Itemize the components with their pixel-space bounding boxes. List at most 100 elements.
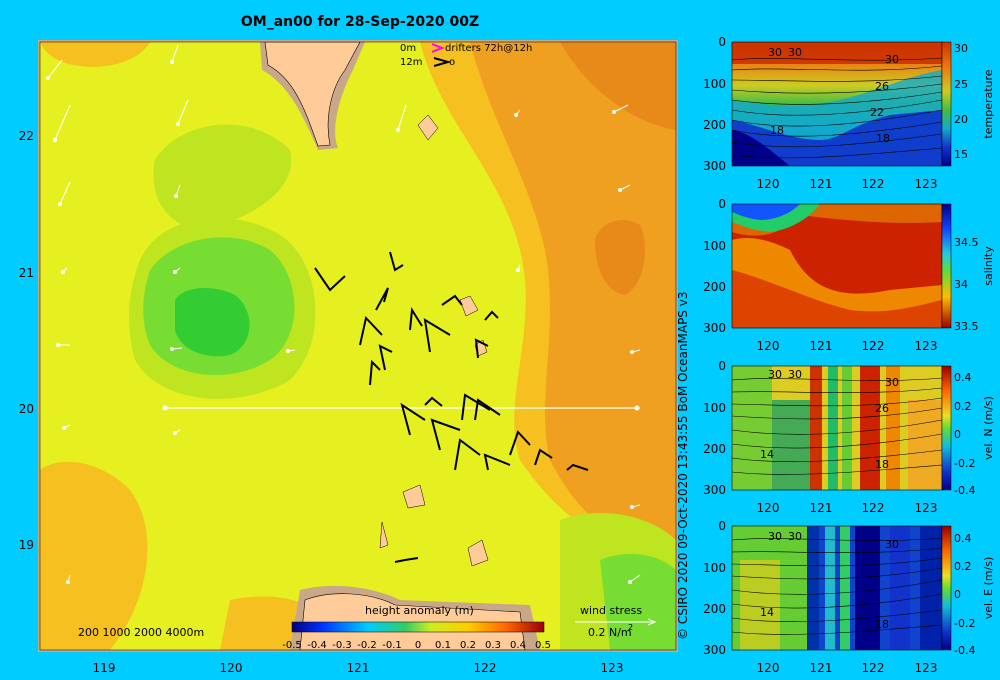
- svg-text:30: 30: [788, 46, 802, 59]
- lat-axis: 22 21 20 19: [19, 129, 34, 552]
- svg-text:0.5: 0.5: [535, 640, 551, 651]
- svg-text:30: 30: [768, 368, 782, 381]
- svg-text:21: 21: [19, 266, 34, 280]
- svg-text:121: 121: [810, 177, 833, 191]
- svg-text:-0.4: -0.4: [954, 484, 975, 497]
- svg-text:122: 122: [862, 339, 885, 353]
- svg-text:temperature: temperature: [982, 69, 995, 138]
- svg-text:15: 15: [954, 148, 968, 161]
- height-anomaly-field: [40, 42, 676, 650]
- svg-text:0: 0: [718, 35, 726, 49]
- svg-text:18: 18: [770, 124, 784, 137]
- svg-text:18: 18: [875, 618, 889, 631]
- svg-text:100: 100: [703, 77, 726, 91]
- svg-text:121: 121: [810, 661, 833, 675]
- svg-text:0: 0: [415, 640, 421, 651]
- svg-text:121: 121: [810, 339, 833, 353]
- temperature-panel: 30 30 30 26 22 18 18 30 25 20 15 tempera…: [703, 35, 995, 191]
- taiwan-land: [264, 42, 361, 147]
- svg-text:20: 20: [954, 113, 968, 126]
- velocity-east-panel: 30 30 30 14 18 0.4 0.2 0 -0.2 -0.4 vel. …: [703, 519, 995, 675]
- svg-text:-0.5: -0.5: [282, 640, 302, 651]
- svg-text:0: 0: [954, 588, 961, 601]
- svg-text:26: 26: [875, 80, 889, 93]
- svg-text:2: 2: [628, 623, 633, 632]
- svg-text:14: 14: [760, 606, 774, 619]
- svg-text:0.3: 0.3: [485, 640, 501, 651]
- svg-text:120: 120: [757, 177, 780, 191]
- svg-text:0: 0: [718, 197, 726, 211]
- svg-text:200: 200: [703, 442, 726, 456]
- svg-text:123: 123: [915, 339, 938, 353]
- svg-text:300: 300: [703, 321, 726, 335]
- svg-text:122: 122: [474, 661, 497, 675]
- svg-text:300: 300: [703, 483, 726, 497]
- svg-text:119: 119: [93, 661, 116, 675]
- svg-text:100: 100: [703, 561, 726, 575]
- wind-scale-value: 0.2 N/m: [588, 626, 632, 639]
- svg-text:122: 122: [862, 501, 885, 515]
- wind-stress-label: wind stress: [580, 604, 642, 617]
- svg-text:-0.2: -0.2: [954, 457, 975, 470]
- svg-text:vel. E (m/s): vel. E (m/s): [982, 557, 995, 620]
- svg-text:18: 18: [875, 458, 889, 471]
- svg-text:30: 30: [788, 530, 802, 543]
- svg-text:30: 30: [768, 46, 782, 59]
- svg-text:120: 120: [757, 661, 780, 675]
- svg-text:123: 123: [915, 661, 938, 675]
- svg-text:0.1: 0.1: [435, 640, 451, 651]
- svg-text:34.5: 34.5: [954, 236, 979, 249]
- salinity-panel: 34.5 34 33.5 salinity 0 100 200 300 120 …: [703, 197, 995, 353]
- svg-text:30: 30: [788, 368, 802, 381]
- colorbar-label: height anomaly (m): [365, 604, 474, 617]
- svg-text:0.2: 0.2: [954, 560, 972, 573]
- svg-text:100: 100: [703, 401, 726, 415]
- svg-text:0.4: 0.4: [954, 371, 972, 384]
- svg-text:122: 122: [862, 661, 885, 675]
- svg-text:200: 200: [703, 118, 726, 132]
- svg-text:34: 34: [954, 278, 968, 291]
- legend-12m: 12m: [400, 57, 422, 68]
- svg-text:120: 120: [757, 501, 780, 515]
- svg-text:122: 122: [862, 177, 885, 191]
- svg-text:30: 30: [954, 42, 968, 55]
- svg-text:123: 123: [915, 177, 938, 191]
- svg-text:-0.4: -0.4: [954, 644, 975, 657]
- svg-text:o: o: [449, 57, 455, 68]
- svg-text:120: 120: [220, 661, 243, 675]
- svg-text:200: 200: [703, 602, 726, 616]
- svg-text:123: 123: [601, 661, 624, 675]
- section-panels[interactable]: 30 30 30 26 22 18 18 30 25 20 15 tempera…: [690, 0, 1000, 680]
- height-anomaly-colorbar: [291, 621, 545, 633]
- svg-text:100: 100: [703, 239, 726, 253]
- svg-text:salinity: salinity: [982, 246, 995, 286]
- lon-axis: 119 120 121 122 123: [93, 661, 624, 675]
- svg-text:33.5: 33.5: [954, 320, 979, 333]
- svg-text:26: 26: [875, 402, 889, 415]
- svg-text:-0.4: -0.4: [307, 640, 327, 651]
- svg-text:25: 25: [954, 78, 968, 91]
- svg-text:200: 200: [703, 280, 726, 294]
- svg-text:123: 123: [915, 501, 938, 515]
- svg-text:0.4: 0.4: [954, 532, 972, 545]
- svg-text:300: 300: [703, 159, 726, 173]
- svg-text:30: 30: [885, 538, 899, 551]
- drifter-legend-icon: [431, 43, 445, 53]
- svg-text:14: 14: [760, 448, 774, 461]
- drifter-12m-icon: [433, 57, 452, 67]
- colorbar-ticks: -0.5 -0.4 -0.3 -0.2 -0.1 0 0.1 0.2 0.3 0…: [282, 640, 551, 651]
- svg-text:120: 120: [757, 339, 780, 353]
- svg-text:20: 20: [19, 402, 34, 416]
- svg-text:-0.3: -0.3: [332, 640, 352, 651]
- svg-text:-0.1: -0.1: [382, 640, 402, 651]
- svg-text:300: 300: [703, 643, 726, 657]
- legend-drifters: drifters 72h@12h: [445, 43, 532, 54]
- svg-text:22: 22: [870, 106, 884, 119]
- copyright-text: © CSIRO 2020 09-Oct-2020 13:43:55 BoM Oc…: [676, 291, 690, 640]
- svg-text:vel. N (m/s): vel. N (m/s): [982, 396, 995, 460]
- svg-text:0.2: 0.2: [954, 400, 972, 413]
- svg-text:30: 30: [768, 530, 782, 543]
- svg-text:0: 0: [718, 519, 726, 533]
- svg-text:0: 0: [718, 359, 726, 373]
- main-map[interactable]: 0m drifters 72h@12h 12m o 200 1000 2000 …: [0, 0, 680, 680]
